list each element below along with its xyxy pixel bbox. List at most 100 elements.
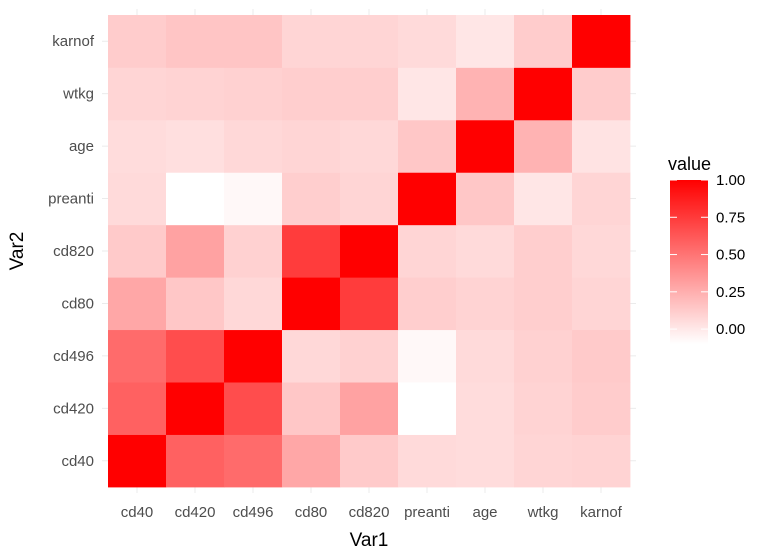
legend-tick-label: 0.25: [716, 284, 745, 301]
heatmap-cell-cd80-cd496: [282, 329, 341, 383]
heatmap-cell-cd820-cd80: [340, 277, 399, 331]
heatmap-cell-age-karnof: [456, 15, 515, 68]
y-tick-label: cd820: [53, 243, 94, 260]
heatmap-cell-cd496-age: [224, 119, 283, 173]
heatmap-cell-age-cd40: [456, 434, 515, 488]
heatmap-cell-cd820-cd420: [340, 382, 399, 435]
heatmap-cell-karnof-cd496: [572, 329, 631, 383]
x-tick-label: preanti: [404, 504, 450, 521]
heatmap-cell-cd40-cd40: [108, 434, 167, 488]
heatmap-cell-preanti-cd420: [398, 382, 457, 435]
legend-tick-label: 0.00: [716, 321, 745, 338]
color-legend: value 1.00 0.75 0.50 0.25 0.00: [668, 154, 745, 344]
heatmap-cell-karnof-cd820: [572, 224, 631, 278]
heatmap-cell-cd496-cd80: [224, 277, 283, 331]
heatmap-cell-cd420-preanti: [166, 172, 225, 226]
x-axis-title: Var1: [350, 530, 389, 551]
heatmap-cell-cd420-cd40: [166, 434, 225, 488]
heatmap-cell-cd40-preanti: [108, 172, 167, 226]
heatmap-cell-cd820-cd40: [340, 434, 399, 488]
heatmap-cell-wtkg-cd420: [514, 382, 573, 435]
heatmap-cell-wtkg-age: [514, 119, 573, 173]
heatmap-cell-preanti-cd40: [398, 434, 457, 488]
heatmap-cell-cd80-cd40: [282, 434, 341, 488]
heatmap-cell-cd420-cd80: [166, 277, 225, 331]
heatmap-cell-cd40-age: [108, 119, 167, 173]
heatmap-cell-preanti-age: [398, 119, 457, 173]
heatmap-cell-cd80-cd80: [282, 277, 341, 331]
heatmap-cell-cd820-preanti: [340, 172, 399, 226]
heatmap-cell-cd496-cd420: [224, 382, 283, 435]
y-tick-label: preanti: [48, 191, 94, 208]
heatmap-cell-cd40-cd820: [108, 224, 167, 278]
legend-title: value: [668, 154, 711, 174]
heatmap-cell-cd420-karnof: [166, 15, 225, 68]
heatmap-cell-cd40-karnof: [108, 15, 167, 68]
legend-ticks: 1.00 0.75 0.50 0.25 0.00: [670, 172, 745, 338]
heatmap-cell-cd420-cd820: [166, 224, 225, 278]
heatmap-cell-karnof-cd420: [572, 382, 631, 435]
x-tick-label: cd820: [349, 504, 390, 521]
heatmap-cell-age-cd820: [456, 224, 515, 278]
heatmap-cell-preanti-cd496: [398, 329, 457, 383]
heatmap-cell-cd420-cd496: [166, 329, 225, 383]
heatmap-cell-cd80-wtkg: [282, 67, 341, 121]
heatmap-cell-age-age: [456, 119, 515, 173]
heatmap-cell-preanti-preanti: [398, 172, 457, 226]
y-tick-label: cd496: [53, 348, 94, 365]
heatmap-cell-cd496-cd40: [224, 434, 283, 488]
heatmap-cell-cd420-wtkg: [166, 67, 225, 121]
heatmap-cell-karnof-cd80: [572, 277, 631, 331]
heatmap-cell-wtkg-cd80: [514, 277, 573, 331]
x-tick-label: cd80: [295, 504, 328, 521]
heatmap-cell-cd420-cd420: [166, 382, 225, 435]
heatmap-cell-karnof-wtkg: [572, 67, 631, 121]
heatmap-cell-karnof-age: [572, 119, 631, 173]
x-tick-label: age: [472, 504, 497, 521]
y-tick-label: cd80: [61, 295, 94, 312]
heatmap-cell-preanti-wtkg: [398, 67, 457, 121]
heatmap-cell-karnof-preanti: [572, 172, 631, 226]
y-axis-title: Var2: [7, 232, 28, 271]
heatmap-cell-cd496-karnof: [224, 15, 283, 68]
heatmap-cell-cd40-cd496: [108, 329, 167, 383]
x-tick-label: wtkg: [527, 504, 559, 521]
heatmap-cell-age-cd420: [456, 382, 515, 435]
y-tick-label: cd40: [61, 453, 94, 470]
x-tick-label: karnof: [580, 504, 623, 521]
heatmap-cell-age-preanti: [456, 172, 515, 226]
heatmap-cell-preanti-cd820: [398, 224, 457, 278]
heatmap-cell-cd820-cd820: [340, 224, 399, 278]
heatmap-cell-cd496-wtkg: [224, 67, 283, 121]
heatmap-cell-wtkg-cd496: [514, 329, 573, 383]
heatmap-cell-cd80-preanti: [282, 172, 341, 226]
heatmap-cell-karnof-karnof: [572, 15, 631, 68]
heatmap-cell-preanti-karnof: [398, 15, 457, 68]
heatmap-cell-wtkg-cd40: [514, 434, 573, 488]
heatmap-cell-wtkg-karnof: [514, 15, 573, 68]
heatmap-cell-cd80-karnof: [282, 15, 341, 68]
heatmap-cell-cd40-cd80: [108, 277, 167, 331]
heatmap-cell-age-cd496: [456, 329, 515, 383]
heatmap-cell-age-cd80: [456, 277, 515, 331]
legend-tick-label: 1.00: [716, 172, 745, 189]
heatmap-cell-cd496-preanti: [224, 172, 283, 226]
heatmap-cell-cd40-wtkg: [108, 67, 167, 121]
heatmap-cell-cd80-cd420: [282, 382, 341, 435]
heatmap-cell-wtkg-preanti: [514, 172, 573, 226]
legend-tick-label: 0.75: [716, 209, 745, 226]
heatmap-cell-cd40-cd420: [108, 382, 167, 435]
heatmap-cell-preanti-cd80: [398, 277, 457, 331]
heatmap-cell-age-wtkg: [456, 67, 515, 121]
y-tick-label: wtkg: [62, 86, 94, 103]
legend-colorbar: [670, 180, 708, 344]
heatmap-cell-cd820-cd496: [340, 329, 399, 383]
y-tick-label: karnof: [52, 33, 95, 50]
x-tick-label: cd496: [233, 504, 274, 521]
heatmap-cell-cd496-cd496: [224, 329, 283, 383]
heatmap-cell-cd80-cd820: [282, 224, 341, 278]
heatmap-cell-cd420-age: [166, 119, 225, 173]
x-axis-ticks: cd40 cd420 cd496 cd80 cd820 preanti age wtkg kar…: [121, 504, 623, 521]
heatmap-tiles: [108, 15, 631, 488]
